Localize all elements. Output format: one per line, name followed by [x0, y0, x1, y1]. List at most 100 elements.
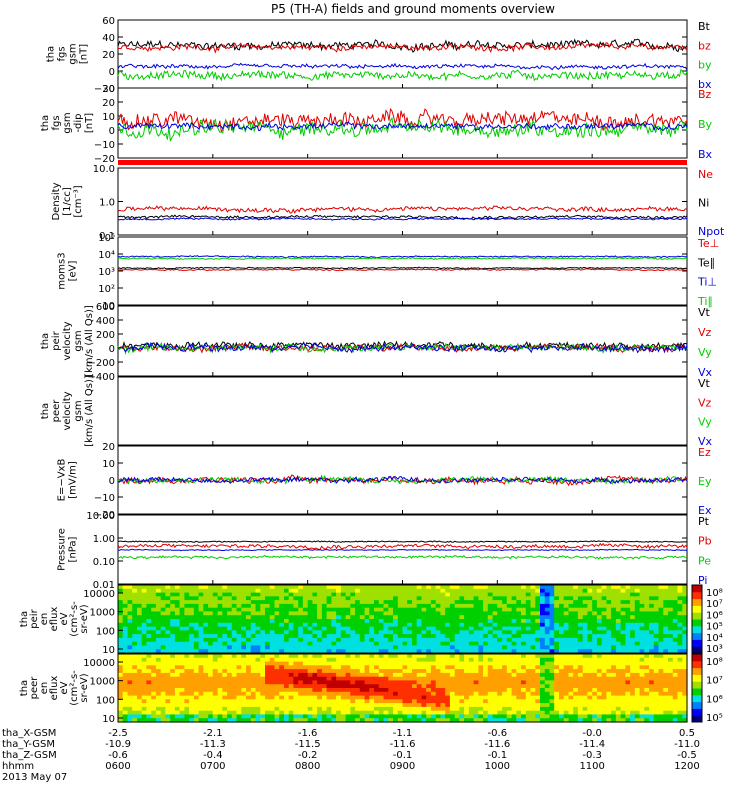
spectrogram-cell [246, 718, 252, 723]
ephemeris-value: 1100 [579, 761, 604, 772]
spectrogram-cell [587, 691, 593, 697]
spectrogram-cell [502, 654, 508, 659]
spectrogram-cell [497, 714, 503, 719]
spectrogram-cell [521, 592, 527, 597]
spectrogram-cell [630, 615, 636, 620]
spectrogram-cell [146, 714, 152, 719]
spectrogram-cell [350, 657, 356, 663]
spectrogram-cell [649, 703, 655, 708]
spectrogram-cell [374, 615, 380, 620]
spectrogram-cell [189, 703, 195, 708]
spectrogram-cell [160, 654, 166, 659]
spectrogram-cell [260, 718, 266, 723]
spectrogram-cell [668, 592, 674, 597]
y-axis-label: [cm⁻³] [73, 185, 84, 217]
spectrogram-cell [231, 695, 238, 700]
spectrogram-cell [321, 641, 328, 647]
spectrogram-cell [573, 607, 579, 613]
spectrogram-cell [160, 718, 166, 723]
spectrogram-cell [198, 657, 204, 663]
spectrogram-cell [288, 607, 294, 613]
spectrogram-cell [246, 703, 252, 708]
ephemeris-value: -11.4 [579, 739, 605, 750]
spectrogram-cell [321, 615, 328, 620]
spectrogram-cell [483, 626, 489, 631]
spectrogram-cell [634, 611, 641, 616]
spectrogram-cell [535, 657, 541, 663]
spectrogram-cell [473, 607, 479, 613]
spectrogram-cell [525, 672, 532, 678]
spectrogram-cell [269, 676, 275, 682]
spectrogram-cell [288, 706, 294, 712]
spectrogram-cell [573, 637, 579, 643]
spectrogram-cell [340, 706, 347, 712]
spectrogram-cell [198, 699, 204, 704]
spectrogram-cell [345, 706, 351, 712]
spectrogram-cell [544, 592, 551, 597]
spectrogram-cell [516, 585, 522, 590]
spectrogram-cell [246, 615, 252, 620]
spectrogram-cell [506, 699, 513, 704]
spectrogram-cell [426, 637, 432, 643]
spectrogram-cell [369, 585, 375, 590]
y-axis-label: E=−VxB [57, 459, 68, 502]
spectrogram-cell [397, 703, 404, 708]
spectrogram-cell [293, 607, 299, 613]
spectrogram-cell [355, 637, 361, 643]
series-By [117, 116, 688, 142]
colorbar-segment [692, 654, 702, 662]
spectrogram-cell [170, 665, 176, 670]
spectrogram-cell [203, 695, 209, 700]
spectrogram-cell [668, 710, 674, 716]
spectrogram-cell [644, 645, 650, 650]
spectrogram-cell [644, 592, 650, 597]
spectrogram-cell [284, 714, 290, 719]
spectrogram-cell [217, 718, 223, 723]
spectrogram-cell [293, 637, 299, 643]
spectrogram-cell [459, 596, 465, 601]
spectrogram-cell [525, 600, 532, 605]
spectrogram-cell [160, 622, 166, 628]
spectrogram-cell [274, 603, 280, 609]
spectrogram-cell [577, 649, 584, 654]
spectrogram-cell [155, 585, 162, 590]
spectrogram-cell [250, 592, 257, 597]
spectrogram-cell [573, 657, 579, 663]
spectrogram-cell [274, 706, 280, 712]
spectrogram-cell [217, 695, 223, 700]
spectrogram-cell [336, 634, 342, 639]
y-tick-label: 400 [96, 316, 115, 327]
spectrogram-cell [274, 630, 280, 635]
spectrogram-cell [611, 718, 617, 723]
spectrogram-cell [307, 684, 313, 689]
spectrogram-cell [559, 600, 565, 605]
spectrogram-cell [653, 672, 660, 678]
spectrogram-cell [383, 688, 389, 693]
spectrogram-cell [118, 688, 124, 693]
spectrogram-cell [634, 691, 641, 697]
spectrogram-cell [122, 641, 128, 647]
spectrogram-cell [284, 649, 290, 654]
spectrogram-cell [397, 619, 404, 624]
spectrogram-cell [516, 637, 522, 643]
legend-Vt: Vt [698, 377, 711, 390]
spectrogram-cell [369, 680, 375, 685]
spectrogram-cell [516, 654, 522, 659]
spectrogram-cell [478, 637, 484, 643]
spectrogram-cell [554, 665, 560, 670]
spectrogram-cell [435, 637, 441, 643]
spectrogram-cell [511, 645, 517, 650]
spectrogram-cell [137, 622, 143, 628]
spectrogram-cell [596, 676, 603, 682]
spectrogram-cell [521, 611, 527, 616]
spectrogram-cell [430, 657, 437, 663]
spectrogram-cell [435, 684, 441, 689]
spectrogram-cell [582, 596, 588, 601]
spectrogram-cell [459, 641, 465, 647]
spectrogram-cell [540, 585, 546, 590]
spectrogram-cell [279, 615, 285, 620]
spectrogram-cell [573, 603, 579, 609]
spectrogram-cell [421, 672, 427, 678]
spectrogram-cell [141, 588, 147, 594]
spectrogram-cell [222, 630, 228, 635]
